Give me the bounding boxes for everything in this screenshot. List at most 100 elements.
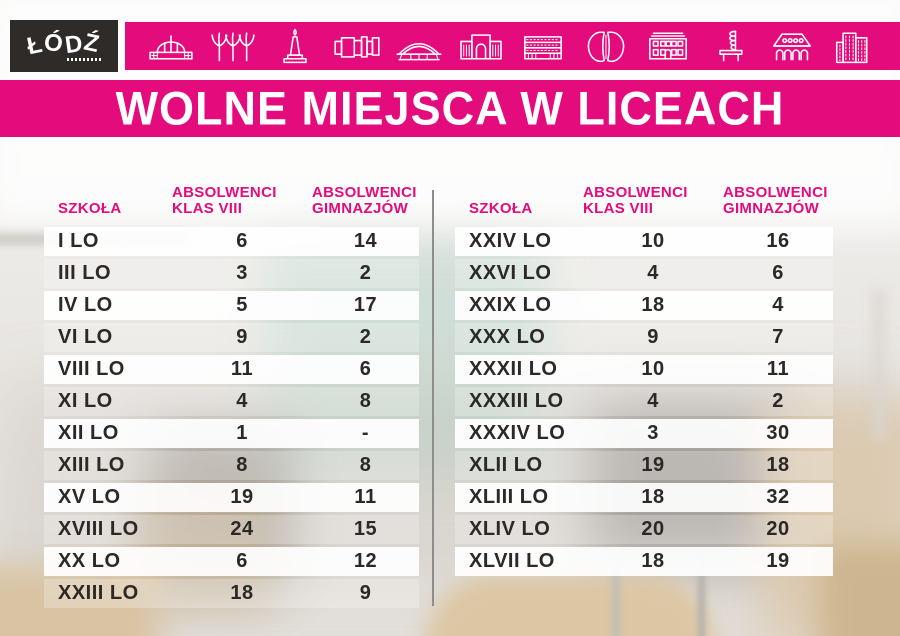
table-row: XLVII LO 18 19 bbox=[455, 547, 833, 576]
table-row: IV LO 5 17 bbox=[44, 291, 419, 320]
klas-viii-cell: 6 bbox=[236, 550, 248, 572]
column-header-klas-viii: ABSOLWENCI KLAS VIII bbox=[583, 184, 688, 217]
office-towers-icon bbox=[828, 26, 880, 66]
klas-viii-cell: 19 bbox=[641, 454, 665, 476]
klas-viii-cell: 18 bbox=[641, 294, 665, 316]
school-cell: XXIX LO bbox=[469, 294, 552, 316]
ec1-building-icon bbox=[517, 26, 569, 66]
table-body: I LO 6 1 4 III LO 3 2 IV LO 5 17 VI LO 9 … bbox=[44, 227, 419, 608]
klas-viii-cell: 24 bbox=[230, 518, 254, 540]
table-body: XXIV LO 10 16 XXVI LO 4 6 XXIX LO 18 4 X… bbox=[455, 227, 833, 576]
school-cell: XXXII LO bbox=[469, 358, 558, 380]
table-row: XLII LO 19 18 bbox=[455, 451, 833, 480]
monument-icon bbox=[269, 26, 321, 66]
table-row: XXXIV LO 3 30 bbox=[455, 419, 833, 448]
table-row: XVIII LO 24 15 bbox=[44, 515, 419, 544]
klas-viii-cell: 1 bbox=[236, 422, 248, 444]
klas-viii-cell: 9 bbox=[647, 326, 659, 348]
column-header-klas-viii: ABSOLWENCI KLAS VIII bbox=[172, 184, 277, 217]
column-header-gimnazjow: ABSOLWENCI GIMNAZJÓW bbox=[723, 184, 828, 217]
gimnazjow-cell: 2 bbox=[359, 262, 372, 284]
school-cell: XLVII LO bbox=[469, 550, 555, 572]
klas-viii-cell: 5 bbox=[236, 294, 248, 316]
lodz-city-logo: ŁÓDŹ bbox=[10, 20, 118, 72]
klas-viii-cell: 4 bbox=[647, 390, 659, 412]
column-header-school: SZKOŁA bbox=[469, 200, 533, 217]
city-landmarks-icon-bar bbox=[125, 22, 900, 70]
klas-viii-cell: 9 bbox=[236, 326, 248, 348]
market-hall-icon bbox=[145, 26, 197, 66]
gimnazjow-cell: 8 bbox=[359, 390, 372, 412]
klas-viii-cell: 18 bbox=[230, 582, 254, 604]
table-row: XXVI LO 4 6 bbox=[455, 259, 833, 288]
table-row: XV LO 19 11 bbox=[44, 483, 419, 512]
block-buildings-icon bbox=[331, 26, 383, 66]
school-cell: XXIII LO bbox=[58, 582, 139, 604]
table-header: SZKOŁA ABSOLWENCI KLAS VIII ABSOLWENCI GIM… bbox=[44, 170, 419, 227]
school-cell: XXIV LO bbox=[469, 230, 552, 252]
klas-viii-cell: 20 bbox=[641, 518, 665, 540]
gimnazjow-cell: 7 bbox=[772, 326, 784, 348]
klas-viii-cell: 19 bbox=[230, 486, 254, 508]
spring-sculpture-icon bbox=[704, 26, 756, 66]
gimnazjow-cell: 11 bbox=[766, 358, 790, 380]
school-cell: XIII LO bbox=[58, 454, 125, 476]
gimnazjow-cell: 12 bbox=[353, 550, 378, 572]
school-cell: XV LO bbox=[58, 486, 121, 508]
gimnazjow-cell: - bbox=[361, 422, 370, 444]
gimnazjow-cell: 20 bbox=[766, 518, 790, 540]
table-row: XXX LO 9 7 bbox=[455, 323, 833, 352]
school-cell: XXX LO bbox=[469, 326, 546, 348]
gimnazjow-cell: 6 bbox=[772, 262, 784, 284]
gimnazjow-cell: 30 bbox=[766, 422, 790, 444]
column-header-school: SZKOŁA bbox=[58, 200, 122, 217]
table-row: XXIII LO 18 9 bbox=[44, 579, 419, 608]
lodz-logo-text: ŁÓDŹ bbox=[24, 28, 104, 60]
school-cell: III LO bbox=[58, 262, 111, 284]
table-row: VIII LO 11 6 bbox=[44, 355, 419, 384]
gimnazjow-cell: 11 bbox=[354, 486, 377, 508]
palm-pavilion-icon bbox=[207, 26, 259, 66]
table-row: VI LO 9 2 bbox=[44, 323, 419, 352]
school-cell: XXXIII LO bbox=[469, 390, 564, 412]
school-cell: XLIV LO bbox=[469, 518, 551, 540]
gimnazjow-cell: 2 bbox=[772, 390, 784, 412]
column-header-gimnazjow: ABSOLWENCI GIMNAZJÓW bbox=[312, 184, 417, 217]
klas-viii-cell: 4 bbox=[647, 262, 659, 284]
klas-viii-cell: 10 bbox=[641, 230, 665, 252]
gimnazjow-cell: 8 bbox=[359, 454, 372, 476]
gimnazjow-cell: 19 bbox=[766, 550, 790, 572]
table-row: XII LO 1 - bbox=[44, 419, 419, 448]
gimnazjow-cell: 17 bbox=[353, 294, 378, 316]
klas-viii-cell: 3 bbox=[236, 262, 248, 284]
table-row: XIII LO 8 8 bbox=[44, 451, 419, 480]
table-row: III LO 3 2 bbox=[44, 259, 419, 288]
apple-monument-icon bbox=[580, 26, 632, 66]
table-row: XX LO 6 12 bbox=[44, 547, 419, 576]
klas-viii-cell: 6 bbox=[236, 230, 248, 252]
school-cell: XII LO bbox=[58, 422, 119, 444]
table-row: XXXII LO 10 11 bbox=[455, 355, 833, 384]
klas-viii-cell: 11 bbox=[230, 358, 254, 380]
page-title: WOLNE MIEJSCA W LICEACH bbox=[115, 81, 785, 135]
gimnazjow-cell: 16 bbox=[766, 230, 790, 252]
school-cell: I LO bbox=[58, 230, 99, 252]
table-row: XXXIII LO 4 2 bbox=[455, 387, 833, 416]
school-cell: XI LO bbox=[58, 390, 113, 412]
tables-divider-line bbox=[432, 190, 434, 606]
arena-icon bbox=[393, 26, 445, 66]
gimnazjow-cell: 2 bbox=[359, 326, 372, 348]
klas-viii-cell: 8 bbox=[236, 454, 248, 476]
school-cell: IV LO bbox=[58, 294, 113, 316]
lodz-logo-caption-mark bbox=[67, 57, 101, 61]
school-cell: VI LO bbox=[58, 326, 113, 348]
table-row: XXIV LO 10 16 bbox=[455, 227, 833, 256]
vacancies-table-right: SZKOŁA ABSOLWENCI KLAS VIII ABSOLWENCI GIM… bbox=[455, 170, 833, 579]
klas-viii-cell: 4 bbox=[236, 390, 248, 412]
station-arch-icon bbox=[455, 26, 507, 66]
gimnazjow-cell: 6 bbox=[359, 358, 372, 380]
table-row: XLIII LO 18 32 bbox=[455, 483, 833, 512]
school-cell: XXXIV LO bbox=[469, 422, 566, 444]
klas-viii-cell: 18 bbox=[641, 550, 665, 572]
gimnazjow-cell: 15 bbox=[353, 518, 378, 540]
